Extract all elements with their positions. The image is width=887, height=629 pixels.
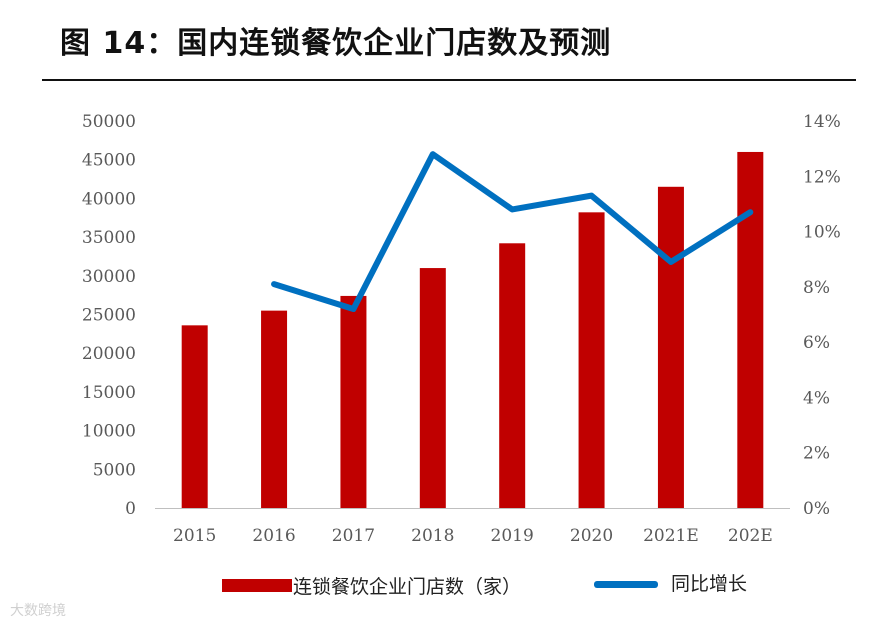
chart: 0 5000 10000 15000 20000 25000 30000 35000 40000…	[82, 112, 841, 546]
y-right-tick-label: 12%	[803, 167, 841, 187]
y-right-tick-label: 2%	[803, 444, 830, 464]
growth-line	[271, 151, 754, 312]
y-left-tick-label: 0	[125, 499, 136, 519]
watermark: 大数跨境	[10, 603, 66, 619]
y-left-tick-label: 35000	[82, 228, 136, 248]
bar-2020	[578, 212, 605, 508]
y-left-tick-label: 20000	[82, 344, 136, 364]
legend-line-label: 同比增长	[671, 573, 748, 595]
bar-202E	[737, 151, 764, 508]
y-left-tick-label: 45000	[82, 151, 136, 171]
bar-2018	[419, 268, 446, 508]
y-right-tick-label: 8%	[803, 278, 830, 298]
y-left-tick-label: 30000	[82, 267, 136, 287]
y-left-tick-label: 40000	[82, 189, 136, 209]
y-right-tick-label: 10%	[803, 223, 841, 243]
y-left-tick-label: 50000	[82, 112, 136, 132]
y-right-tick-label: 0%	[803, 499, 830, 519]
x-tick-label: 2020	[570, 526, 613, 546]
y-right-tick-label: 4%	[803, 388, 830, 408]
legend-bar-label: 连锁餐饮企业门店数（家）	[293, 576, 522, 598]
x-tick-label: 202E	[728, 526, 773, 546]
x-tick-label: 2016	[252, 526, 295, 546]
y-left-tick-label: 15000	[82, 383, 136, 403]
legend: 连锁餐饮企业门店数（家） 同比增长	[0, 568, 887, 602]
title-divider	[42, 79, 856, 81]
x-tick-label: 2015	[173, 526, 216, 546]
bar-2021E	[657, 186, 684, 509]
y-left-tick-label: 5000	[93, 460, 136, 480]
x-tick-label: 2019	[491, 526, 534, 546]
chart-title: 图 14：国内连锁餐饮企业门店数及预测	[60, 26, 612, 61]
bar-2017	[340, 295, 367, 508]
y-right-tick-label: 14%	[803, 112, 841, 132]
x-tick-label: 2021E	[643, 526, 699, 546]
bar-2019	[499, 243, 526, 509]
legend-bar-swatch	[222, 579, 292, 592]
x-tick-label: 2017	[332, 526, 375, 546]
bar-2015	[181, 325, 208, 508]
y-left-tick-label: 25000	[82, 306, 136, 326]
y-left-tick-label: 10000	[82, 422, 136, 442]
x-tick-label: 2018	[411, 526, 454, 546]
legend-line-swatch	[594, 581, 658, 588]
y-right-tick-label: 6%	[803, 333, 830, 353]
bar-2016	[261, 310, 288, 508]
